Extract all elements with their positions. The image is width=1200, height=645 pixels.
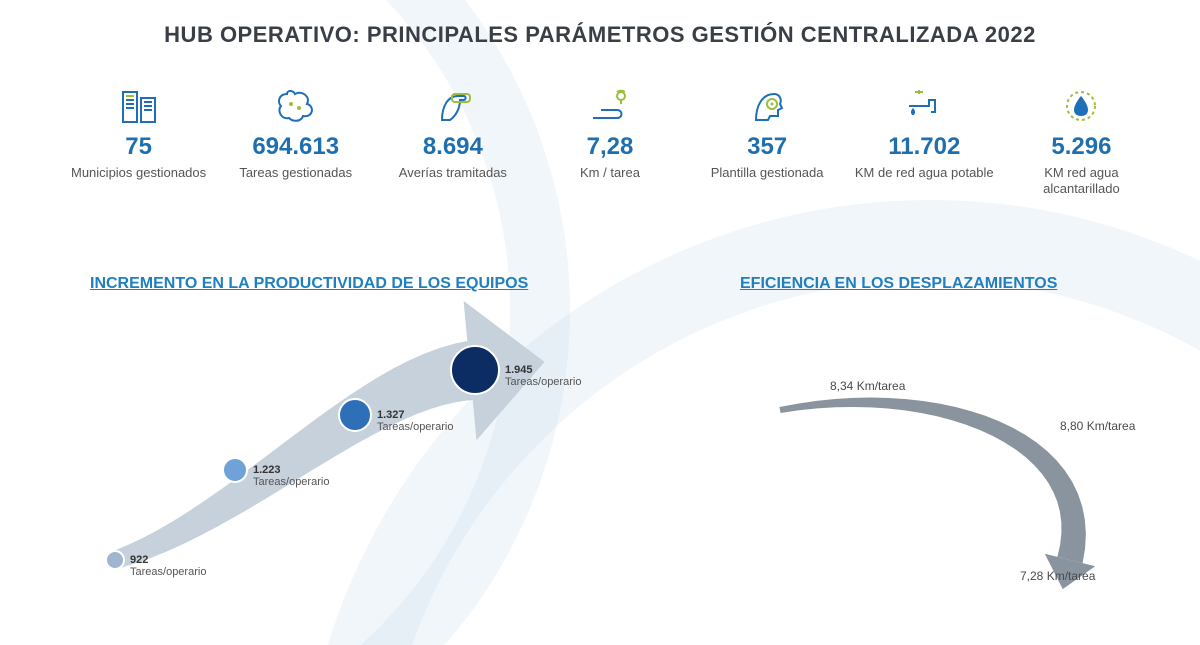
kpi-tareas: 694.613 Tareas gestionadas (217, 85, 374, 198)
efficiency-point-label: 8,80 Km/tarea (1060, 420, 1135, 433)
efficiency-arrow-body (779, 398, 1085, 564)
productivity-bubble (223, 458, 247, 482)
productivity-arrow-body (112, 340, 477, 568)
productivity-point-label: 1.223Tareas/operario (253, 464, 329, 488)
kpi-row: 75 Municipios gestionados 694.613 Tareas… (60, 85, 1160, 198)
kpi-averias: 8.694 Averías tramitadas (374, 85, 531, 198)
productivity-bubble (106, 551, 124, 569)
kpi-label: Plantilla gestionada (695, 165, 840, 181)
section-title-productivity: INCREMENTO EN LA PRODUCTIVIDAD DE LOS EQ… (90, 275, 528, 293)
kpi-label: Tareas gestionadas (223, 165, 368, 181)
kpi-value: 8.694 (380, 133, 525, 161)
route-icon (537, 85, 682, 127)
kpi-label: KM red agua alcantarillado (1009, 165, 1154, 198)
kpi-value: 75 (66, 133, 211, 161)
kpi-label: KM de red agua potable (852, 165, 997, 181)
efficiency-point-label: 8,34 Km/tarea (830, 380, 905, 393)
kpi-value: 7,28 (537, 133, 682, 161)
kpi-km-tarea: 7,28 Km / tarea (531, 85, 688, 198)
kpi-value: 694.613 (223, 133, 368, 161)
kpi-red-potable: 11.702 KM de red agua potable (846, 85, 1003, 198)
kpi-red-alcantarillado: 5.296 KM red agua alcantarillado (1003, 85, 1160, 198)
page-title: HUB OPERATIVO: PRINCIPALES PARÁMETROS GE… (0, 22, 1200, 48)
productivity-point-label: 1.327Tareas/operario (377, 409, 453, 433)
kpi-label: Municipios gestionados (66, 165, 211, 181)
kpi-label: Km / tarea (537, 165, 682, 181)
vr-head-icon (380, 85, 525, 127)
kpi-value: 357 (695, 133, 840, 161)
productivity-bubble (451, 346, 499, 394)
brain-icon (223, 85, 368, 127)
faucet-icon (852, 85, 997, 127)
head-gear-icon (695, 85, 840, 127)
efficiency-chart: 8,34 Km/tarea 8,80 Km/tarea 7,28 Km/tarea (740, 360, 1160, 620)
productivity-chart: 922Tareas/operario 1.223Tareas/operario 1.… (70, 310, 690, 630)
drop-icon (1009, 85, 1154, 127)
section-title-efficiency: EFICIENCIA EN LOS DESPLAZAMIENTOS (740, 275, 1057, 293)
buildings-icon (66, 85, 211, 127)
productivity-point-label: 922Tareas/operario (130, 554, 206, 578)
productivity-point-label: 1.945Tareas/operario (505, 364, 581, 388)
productivity-bubble (339, 399, 371, 431)
kpi-value: 5.296 (1009, 133, 1154, 161)
kpi-label: Averías tramitadas (380, 165, 525, 181)
kpi-value: 11.702 (852, 133, 997, 161)
kpi-municipios: 75 Municipios gestionados (60, 85, 217, 198)
efficiency-point-label: 7,28 Km/tarea (1020, 570, 1095, 583)
kpi-plantilla: 357 Plantilla gestionada (689, 85, 846, 198)
